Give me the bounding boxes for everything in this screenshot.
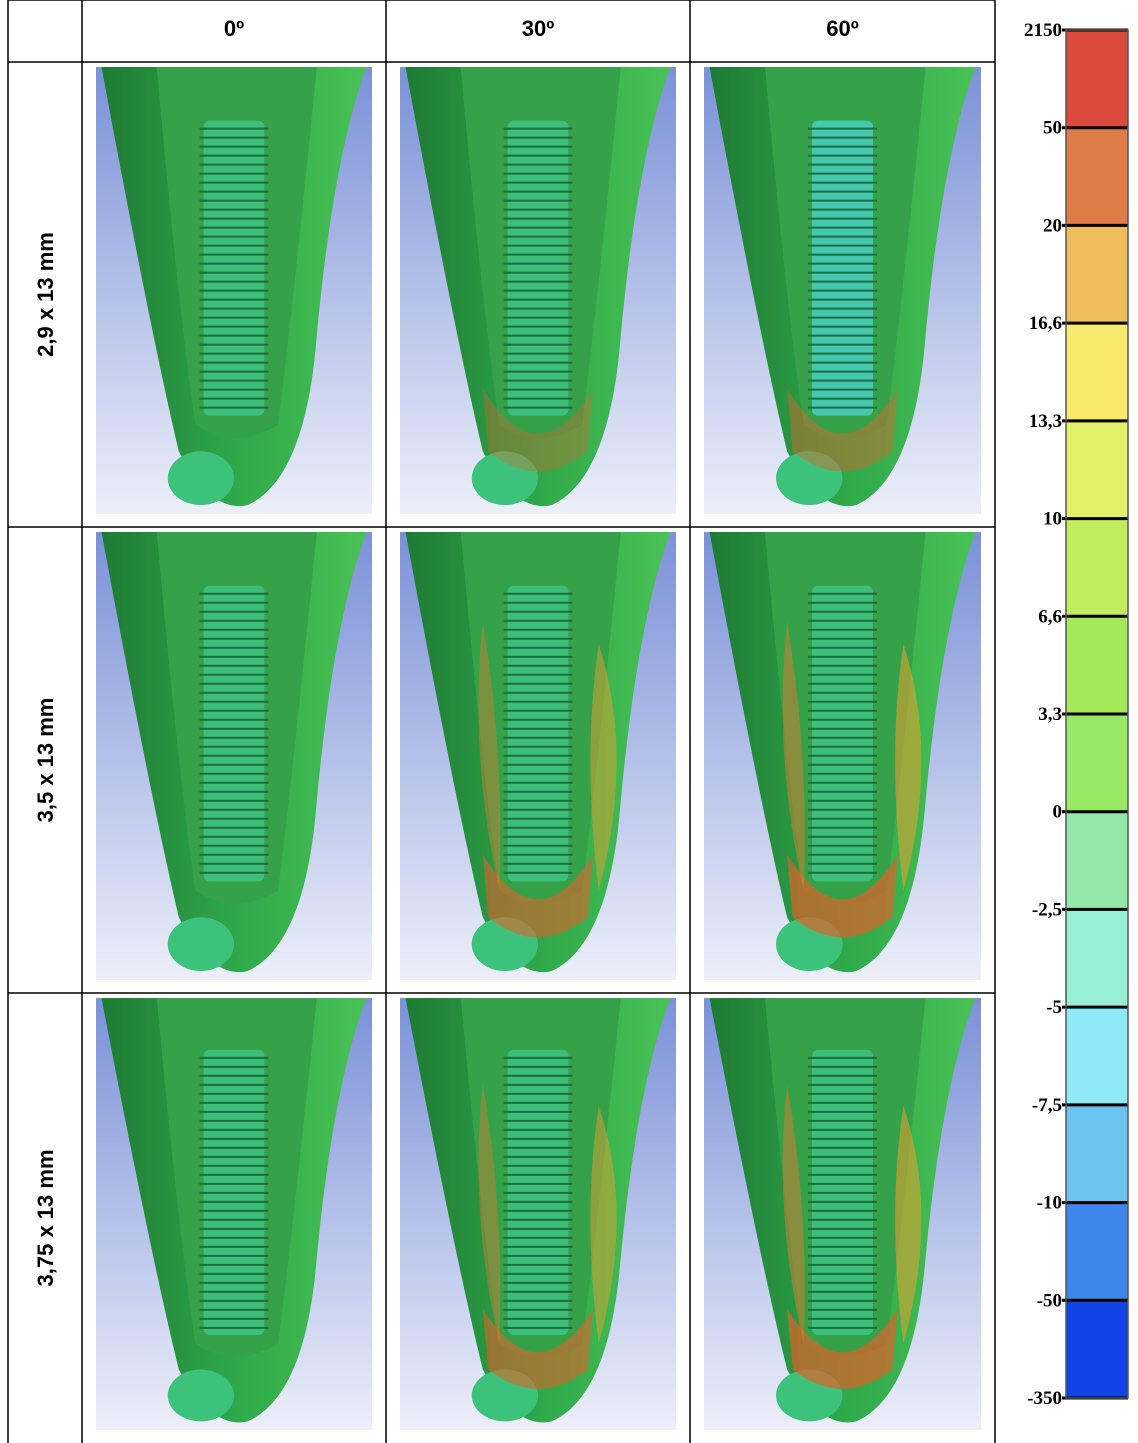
stress-zone <box>590 1106 617 1344</box>
row-header: 3,5 x 13 mm <box>33 698 58 823</box>
column-header: 60º <box>826 16 859 41</box>
scale-segment <box>1066 909 1128 1008</box>
scale-segment <box>1066 811 1128 910</box>
simulation-image <box>96 532 372 980</box>
apex <box>471 451 538 506</box>
implant <box>203 120 265 416</box>
scale-segment <box>1066 1007 1128 1105</box>
stress-zone <box>782 621 805 891</box>
scale-label: 2150 <box>1024 20 1062 41</box>
simulation-image <box>400 998 676 1430</box>
simulation-image <box>704 67 981 514</box>
implant <box>812 585 873 882</box>
scale-label: 50 <box>1043 118 1062 139</box>
scale-segment <box>1066 518 1128 617</box>
scale-label: -2,5 <box>1032 899 1062 920</box>
column-header: 30º <box>522 16 555 41</box>
simulation-image <box>704 998 981 1430</box>
scale-frame <box>1065 29 1129 1399</box>
scale-label: 13,3 <box>1029 411 1062 432</box>
scale-segment <box>1066 714 1128 812</box>
scale-segment <box>1066 30 1128 128</box>
scale-segment <box>1066 323 1128 421</box>
scale-label: 3,3 <box>1038 704 1062 725</box>
scale-label: 6,6 <box>1038 606 1062 627</box>
apex <box>167 1369 234 1422</box>
stress-zone <box>787 388 898 472</box>
simulation-image <box>400 67 676 514</box>
column-header: 0º <box>224 16 244 41</box>
scale-segment <box>1066 1202 1128 1301</box>
scale-label: -7,5 <box>1032 1095 1062 1116</box>
scale-segment <box>1066 420 1128 519</box>
stress-zone <box>482 388 594 472</box>
apex <box>776 451 843 506</box>
stress-zone <box>478 621 501 891</box>
scale-label: 0 <box>1053 802 1063 823</box>
scale-label: 16,6 <box>1029 313 1062 334</box>
apex <box>167 917 234 972</box>
scale-label: 10 <box>1043 509 1062 530</box>
scale-segment <box>1066 225 1128 324</box>
simulation-image <box>96 67 372 514</box>
implant <box>203 585 265 882</box>
scale-segment <box>1066 1300 1128 1398</box>
scale-label: -10 <box>1037 1193 1062 1214</box>
scale-label: 20 <box>1043 215 1062 236</box>
stress-zone <box>895 1106 922 1344</box>
apex <box>167 451 234 506</box>
simulation-image <box>96 998 372 1430</box>
implant <box>507 120 569 416</box>
simulation-image <box>400 532 676 980</box>
scale-segment <box>1066 616 1128 714</box>
simulation-image <box>704 532 981 980</box>
scale-label: -350 <box>1027 1388 1062 1409</box>
implant <box>507 585 569 882</box>
stress-zone <box>787 1309 898 1389</box>
row-header: 3,75 x 13 mm <box>33 1150 58 1287</box>
scale-label: -5 <box>1046 997 1062 1018</box>
stress-zone <box>787 854 898 938</box>
stress-zone <box>478 1084 501 1344</box>
stress-zone <box>590 644 617 891</box>
stress-zone <box>482 854 594 938</box>
stress-zone <box>782 1084 805 1344</box>
stress-zone <box>482 1309 594 1389</box>
row-header: 2,9 x 13 mm <box>33 232 58 357</box>
stress-zone <box>895 644 922 891</box>
scale-label: -50 <box>1037 1290 1062 1311</box>
scale-segment <box>1066 127 1128 226</box>
scale-segment <box>1066 1104 1128 1203</box>
implant <box>812 120 873 416</box>
